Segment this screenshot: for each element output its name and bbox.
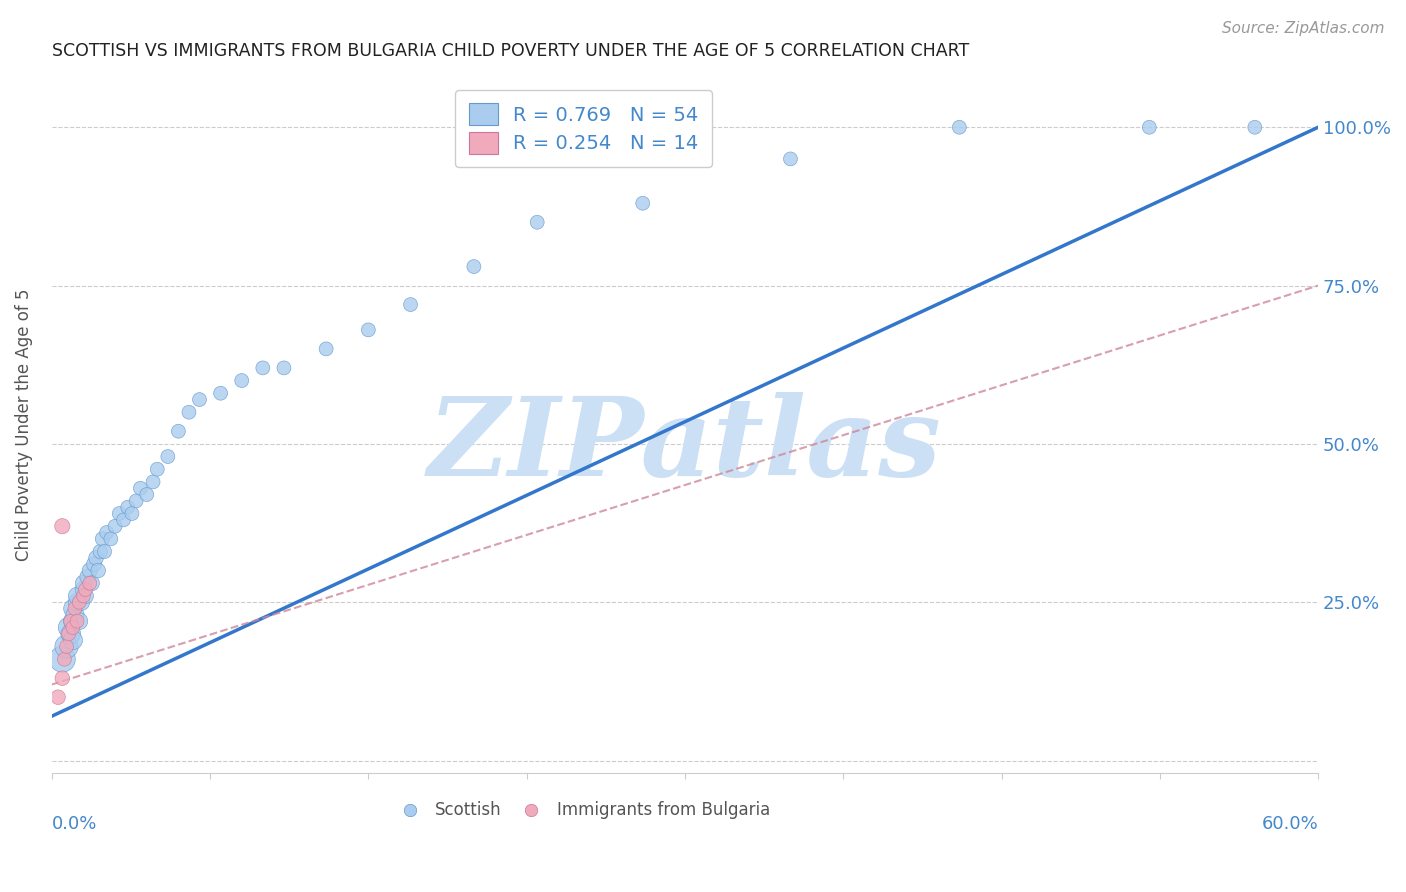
Text: Source: ZipAtlas.com: Source: ZipAtlas.com [1222, 21, 1385, 36]
Point [231, 374, 253, 388]
Point [62, 601, 84, 615]
Point [83, 558, 105, 572]
Point [75, 582, 97, 597]
Point [63, 601, 86, 615]
Point [58, 627, 80, 641]
Point [53, 652, 76, 666]
Point [79, 564, 101, 578]
Point [209, 386, 232, 401]
Point [948, 120, 970, 135]
Point [526, 215, 548, 229]
Point [59, 614, 82, 628]
Point [87, 564, 110, 578]
Point [62, 614, 84, 628]
Point [357, 323, 380, 337]
Point [112, 513, 135, 527]
Point [70, 595, 93, 609]
Point [252, 360, 274, 375]
Point [89, 544, 111, 558]
Point [51, 519, 73, 533]
Point [273, 360, 295, 375]
Point [631, 196, 654, 211]
Point [315, 342, 337, 356]
Point [62, 633, 84, 648]
Point [84, 550, 107, 565]
Legend: Scottish, Immigrants from Bulgaria: Scottish, Immigrants from Bulgaria [388, 793, 779, 828]
Point [121, 507, 143, 521]
Point [80, 576, 103, 591]
Point [66, 595, 89, 609]
Point [146, 462, 169, 476]
Text: SCOTTISH VS IMMIGRANTS FROM BULGARIA CHILD POVERTY UNDER THE AGE OF 5 CORRELATIO: SCOTTISH VS IMMIGRANTS FROM BULGARIA CHI… [52, 42, 969, 60]
Point [93, 544, 115, 558]
Point [142, 475, 165, 489]
Point [55, 640, 77, 654]
Point [177, 405, 200, 419]
Point [156, 450, 179, 464]
Point [75, 589, 97, 603]
Point [188, 392, 211, 407]
Text: 60.0%: 60.0% [1261, 815, 1319, 833]
Point [779, 152, 801, 166]
Point [1243, 120, 1265, 135]
Point [167, 424, 190, 438]
Point [72, 582, 94, 597]
Point [463, 260, 485, 274]
Point [55, 640, 77, 654]
Point [117, 500, 139, 515]
Point [63, 607, 86, 622]
Point [100, 532, 122, 546]
Point [76, 570, 98, 584]
Point [51, 671, 73, 685]
Point [59, 627, 82, 641]
Point [399, 297, 422, 311]
Point [67, 614, 90, 628]
Point [96, 525, 118, 540]
Point [62, 621, 84, 635]
Point [104, 519, 127, 533]
Point [66, 614, 89, 628]
Point [72, 576, 94, 591]
Point [108, 507, 131, 521]
Y-axis label: Child Poverty Under the Age of 5: Child Poverty Under the Age of 5 [15, 289, 32, 561]
Text: 0.0%: 0.0% [52, 815, 97, 833]
Point [135, 487, 157, 501]
Point [1137, 120, 1160, 135]
Point [72, 589, 94, 603]
Text: ZIPatlas: ZIPatlas [427, 392, 942, 500]
Point [79, 576, 101, 591]
Point [66, 589, 89, 603]
Point [91, 532, 114, 546]
Point [51, 652, 73, 666]
Point [58, 621, 80, 635]
Point [46, 690, 69, 705]
Point [129, 481, 152, 495]
Point [67, 595, 90, 609]
Point [125, 494, 148, 508]
